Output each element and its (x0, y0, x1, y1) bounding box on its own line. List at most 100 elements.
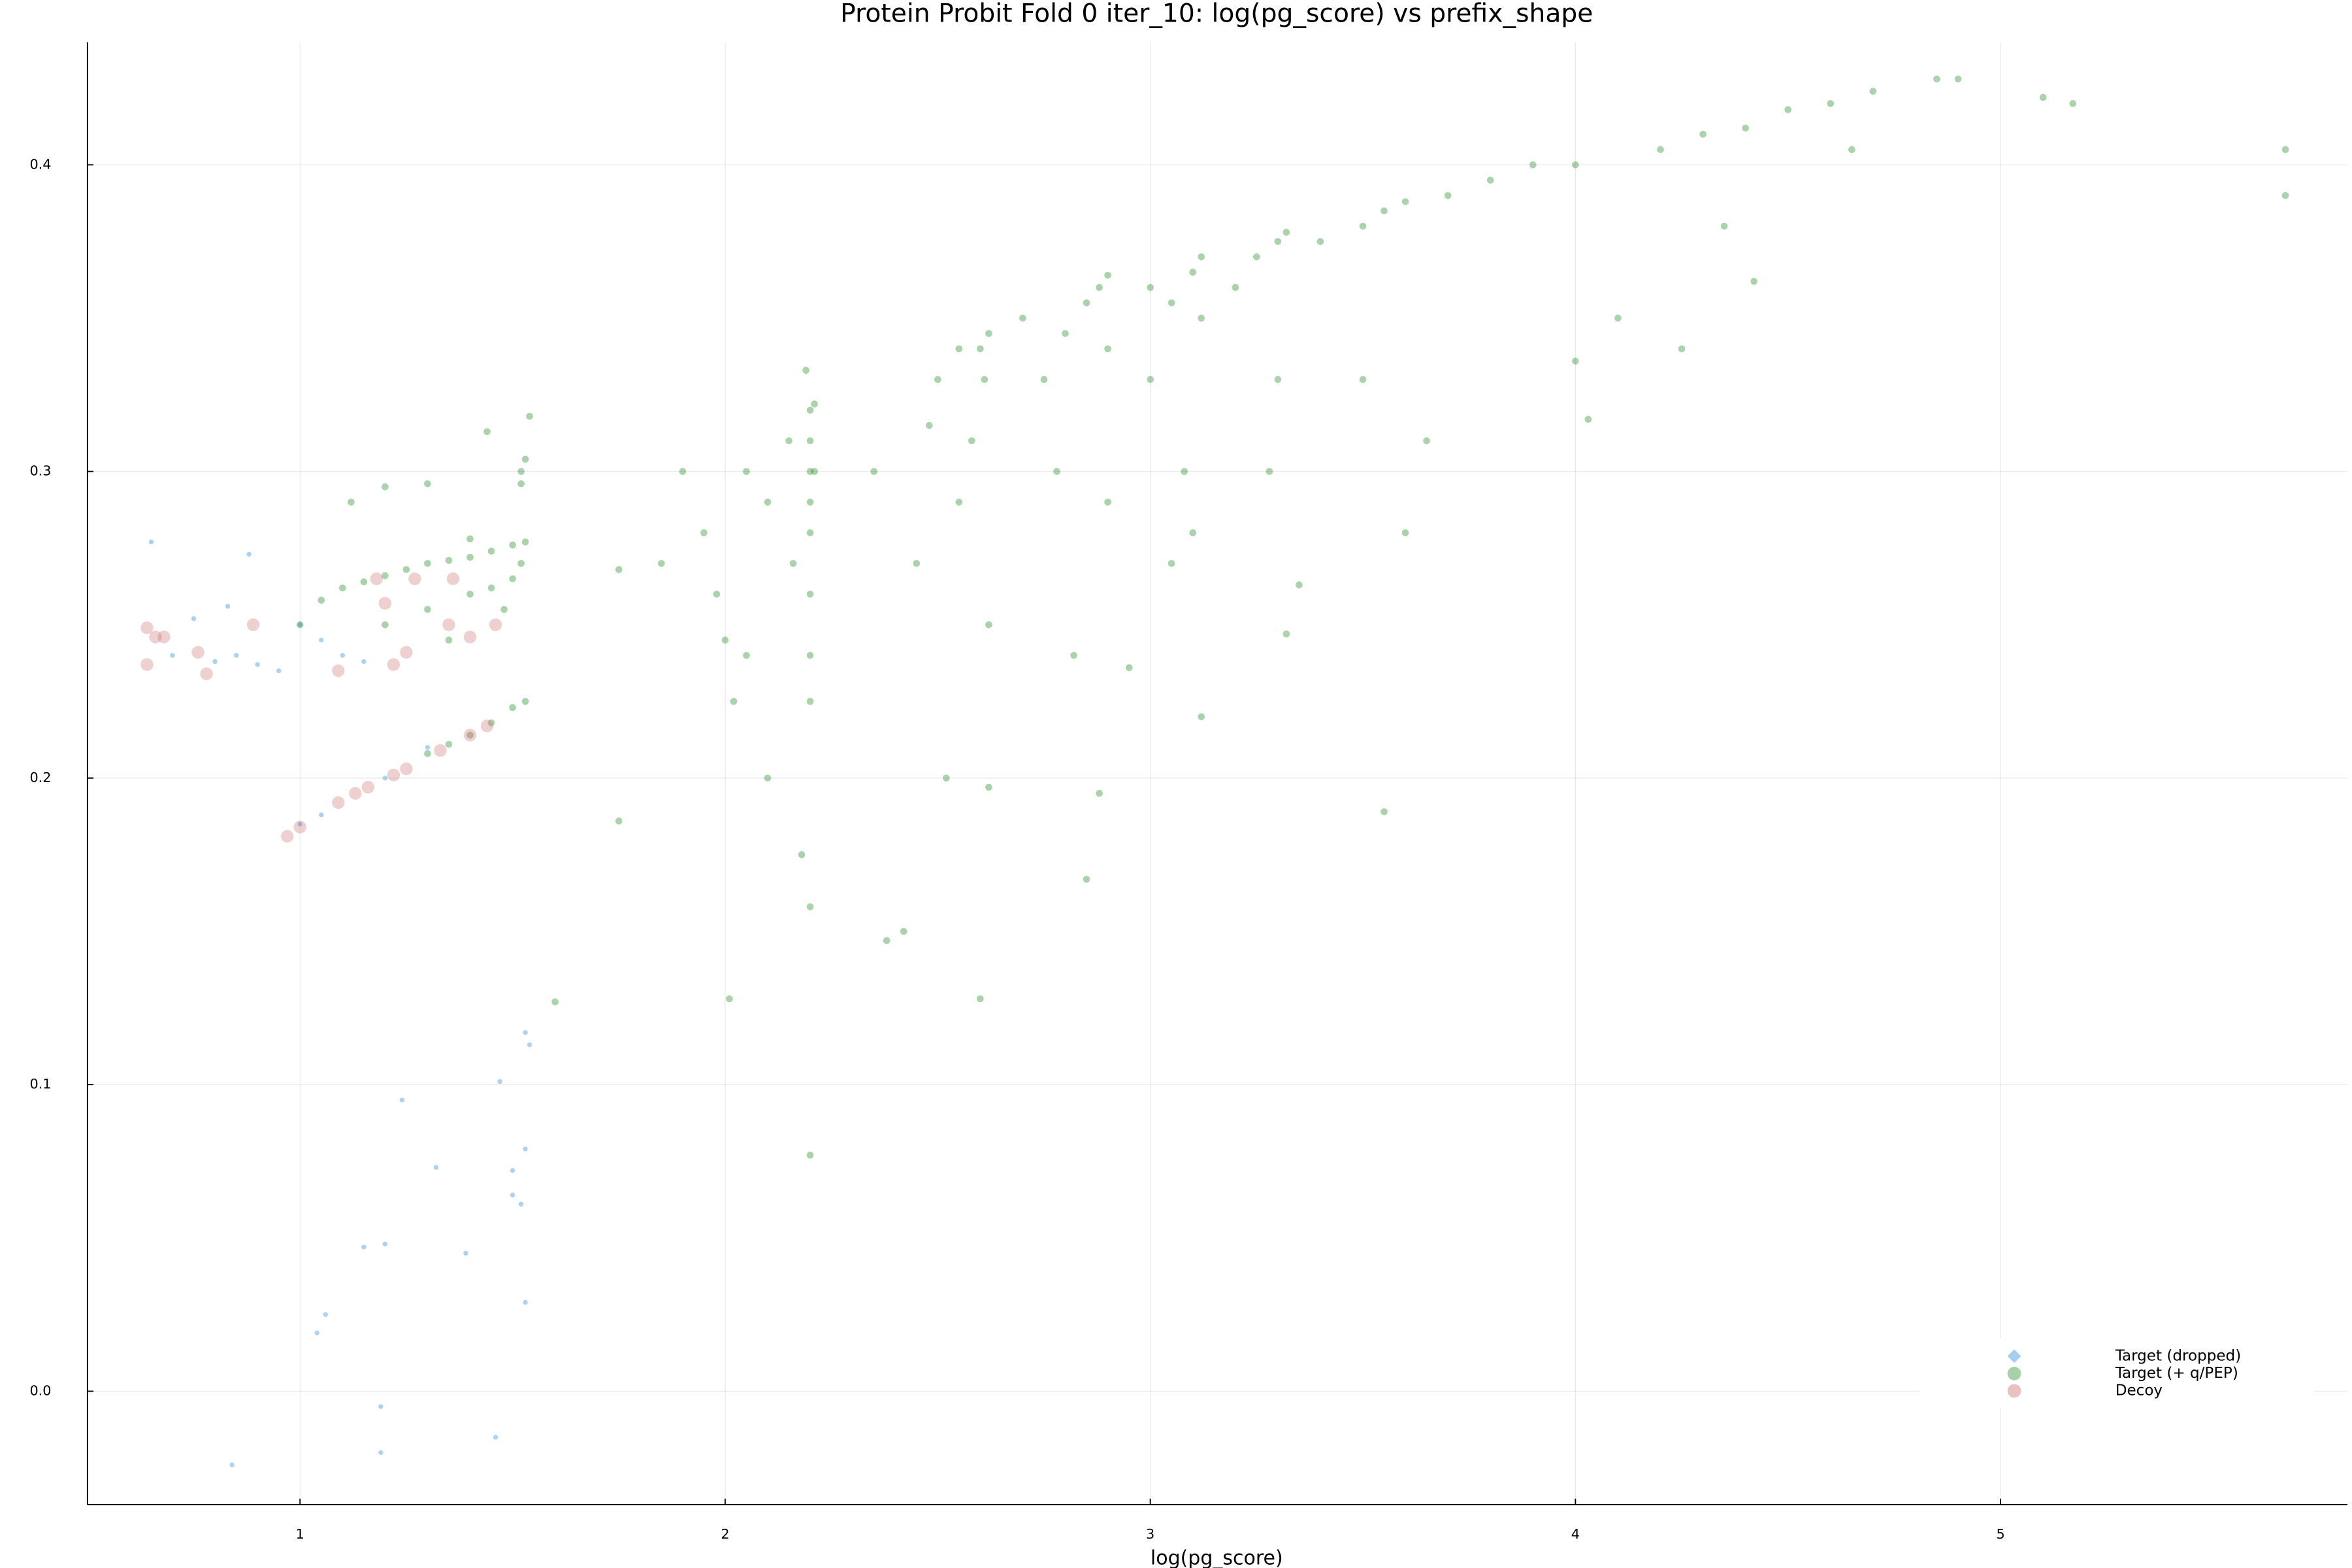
point (977, 995, 984, 1003)
legend-label: Decoy (2115, 1382, 2163, 1399)
point (521, 698, 529, 705)
point (523, 1299, 528, 1305)
legend: Target (dropped)Target (+ q/PEP)Decoy (1919, 1338, 2315, 1409)
point (487, 584, 495, 592)
point (1053, 468, 1060, 475)
point (1827, 100, 1835, 107)
point (148, 539, 154, 545)
point (802, 367, 809, 374)
y-tick-label: 0.1 (29, 1076, 51, 1092)
point (483, 428, 491, 435)
x-tick-label: 1 (296, 1526, 304, 1542)
point (466, 731, 474, 739)
point (806, 498, 814, 506)
point (509, 575, 516, 583)
point (806, 591, 814, 598)
point (1657, 146, 1664, 154)
point (1572, 357, 1579, 365)
point (968, 437, 975, 444)
point (319, 638, 324, 643)
point (615, 817, 623, 825)
point (2039, 93, 2047, 101)
point (382, 621, 389, 629)
point (510, 1192, 515, 1198)
y-tick-label: 0.0 (29, 1382, 51, 1398)
point (658, 560, 665, 567)
point (1168, 299, 1175, 306)
point (1083, 875, 1090, 883)
point (1742, 124, 1749, 132)
point (446, 572, 460, 585)
point (1401, 198, 1409, 205)
point (382, 572, 389, 580)
point (1181, 468, 1188, 475)
point (424, 560, 431, 567)
grid: 1 2 3 4 5 0.0 0.1 0.2 0.3 0.4 (29, 42, 2348, 1542)
marks (140, 75, 2289, 1467)
point (487, 547, 495, 555)
point (1316, 238, 1324, 245)
point (806, 406, 814, 414)
point (1784, 106, 1792, 114)
point (442, 618, 455, 631)
legend-label: Target (dropped) (2115, 1347, 2242, 1364)
point (332, 796, 345, 809)
point (500, 606, 508, 613)
point (1083, 299, 1090, 306)
y-tick-label: 0.4 (29, 156, 51, 172)
point (1104, 271, 1111, 279)
point (382, 483, 389, 491)
point (934, 376, 941, 384)
point (1198, 253, 1205, 261)
point (615, 566, 623, 574)
point (523, 1030, 528, 1036)
point (319, 812, 324, 817)
point (297, 622, 302, 627)
point (255, 662, 260, 667)
point (551, 998, 559, 1005)
point (518, 1201, 524, 1207)
point (200, 667, 213, 681)
point (425, 745, 431, 750)
point (811, 400, 818, 408)
point (487, 719, 495, 727)
point (1750, 278, 1757, 285)
point (517, 468, 525, 475)
point (1296, 581, 1303, 589)
point (509, 704, 516, 711)
point (382, 776, 388, 781)
point (1572, 161, 1579, 169)
point (1125, 664, 1133, 672)
point (1040, 376, 1048, 384)
point (1232, 284, 1239, 291)
point (870, 468, 877, 475)
point (1359, 376, 1367, 384)
point (713, 591, 721, 598)
point (517, 480, 525, 487)
point (445, 557, 453, 564)
point (521, 455, 529, 463)
point (424, 606, 431, 613)
point (1614, 314, 1622, 322)
point (229, 1462, 235, 1467)
point (1933, 75, 1940, 83)
point (318, 596, 325, 604)
point (424, 750, 431, 757)
point (798, 851, 806, 858)
point (497, 1079, 502, 1085)
point (463, 1250, 468, 1256)
point (276, 668, 282, 674)
point (1282, 630, 1290, 638)
point (1096, 284, 1103, 291)
point (149, 630, 162, 644)
point (1359, 222, 1367, 230)
point (463, 728, 477, 742)
point (1147, 376, 1154, 384)
point (977, 345, 984, 353)
point (1070, 651, 1077, 659)
point (382, 1241, 388, 1247)
point (1266, 468, 1273, 475)
point (1282, 229, 1290, 236)
point (212, 659, 218, 664)
point (1062, 330, 1069, 337)
